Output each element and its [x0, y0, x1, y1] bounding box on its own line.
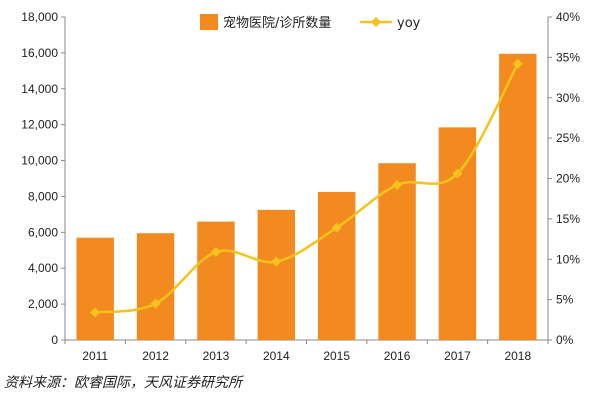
bar-2012 — [136, 233, 175, 340]
bar-2018 — [499, 53, 537, 341]
bar-2011 — [76, 237, 114, 340]
right-tick-label: 40% — [556, 10, 580, 24]
left-tick-label: 14,000 — [21, 82, 58, 96]
x-tick-label: 2018 — [504, 349, 531, 363]
x-tick-label: 2014 — [263, 349, 290, 363]
right-tick-label: 20% — [556, 172, 580, 186]
x-tick-label: 2011 — [82, 349, 108, 363]
bar-2017 — [438, 127, 477, 340]
x-tick-label: 2016 — [384, 349, 411, 363]
left-tick-label: 2,000 — [28, 297, 58, 311]
yoy-point-2013 — [210, 246, 221, 257]
right-tick-label: 35% — [556, 50, 580, 64]
right-tick-label: 30% — [556, 91, 580, 105]
legend-bar-label: 宠物医院/诊所数量 — [223, 15, 331, 31]
left-tick-label: 8,000 — [28, 189, 58, 203]
bar-2014 — [257, 209, 296, 340]
legend-line-marker — [371, 17, 381, 27]
combo-chart: 0 2,000 4,000 6,000 8,000 10,000 12,000 14,000 1… — [21, 10, 580, 363]
legend-bar-swatch — [200, 14, 218, 30]
legend-line-label: yoy — [397, 16, 421, 31]
right-tick-label: 15% — [556, 212, 580, 226]
source-note: 资料来源：欧睿国际，天风证券研究所 — [4, 375, 242, 391]
left-tick-label: 0 — [51, 333, 58, 347]
x-tick-label: 2017 — [444, 349, 471, 363]
left-tick-label: 10,000 — [21, 154, 58, 168]
yoy-point-2011 — [90, 307, 101, 318]
yoy-point-2015 — [331, 222, 342, 233]
yoy-point-2016 — [392, 179, 403, 190]
left-tick-label: 6,000 — [28, 225, 58, 239]
left-tick-label: 16,000 — [21, 46, 58, 60]
yoy-point-2017 — [452, 168, 463, 179]
right-tick-label: 0% — [556, 333, 574, 347]
right-tick-label: 25% — [556, 131, 580, 145]
yoy-point-2012 — [150, 298, 161, 309]
x-tick-label: 2013 — [203, 349, 230, 363]
x-tick-label: 2015 — [323, 349, 350, 363]
right-tick-label: 10% — [556, 252, 580, 266]
x-tick-label: 2012 — [142, 349, 169, 363]
left-tick-label: 4,000 — [28, 261, 58, 275]
yoy-point-2018 — [512, 58, 523, 69]
right-tick-label: 5% — [556, 293, 574, 307]
left-tick-label: 12,000 — [21, 118, 58, 132]
yoy-point-2014 — [271, 256, 282, 267]
bar-2015 — [317, 191, 356, 340]
bar-2013 — [197, 221, 235, 340]
left-tick-label: 18,000 — [21, 10, 58, 24]
